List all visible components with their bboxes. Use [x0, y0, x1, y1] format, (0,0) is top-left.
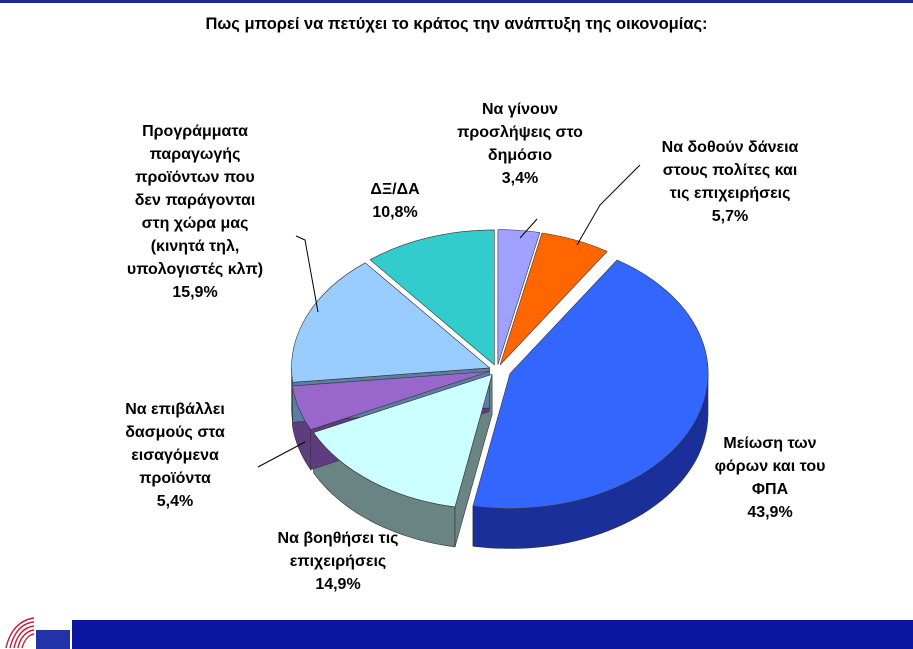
pie-slice	[313, 373, 493, 508]
leader-line	[519, 218, 538, 239]
slice-value-label: 5,7%	[711, 208, 749, 225]
slice-label: Μείωση των φόρων και του ΦΠΑ 43,9%	[690, 432, 850, 524]
slice-label-line: προσλήψεις στο	[457, 124, 583, 141]
slice-label-line: φόρων και του	[714, 458, 826, 475]
slice-value-label: 10,8%	[372, 204, 418, 221]
slice-label: Να επιβάλλει δασμούς στα εισαγόμενα προϊόντ…	[95, 398, 255, 513]
logo-icon	[5, 617, 70, 649]
slice-label-line: στους πολίτες και	[662, 162, 798, 179]
slice-label-line: υπολογιστές κλπ)	[126, 261, 264, 278]
pie-slice	[292, 371, 490, 431]
slice-label-line: ΦΠΑ	[751, 481, 789, 498]
leader-line	[576, 164, 641, 246]
slice-label-line: προϊόντα	[139, 470, 211, 487]
slice-label-line: προϊόντων που	[135, 169, 255, 186]
slice-label-line: Να βοηθήσει τις	[277, 530, 399, 547]
slice-label-line: εισαγόμενα	[131, 447, 219, 464]
leader-line	[295, 235, 319, 313]
slice-value-label: 15,9%	[172, 284, 218, 301]
slice-label-line: (κινητά τηλ,	[150, 238, 240, 255]
chart-title: Πως μπορεί να πετύχει το κράτος την ανάπ…	[205, 15, 708, 33]
slice-label-line: ΔΞ/ΔΑ	[370, 181, 420, 198]
slice-label-line: Να επιβάλλει	[125, 401, 225, 418]
slice-value-label: 5,4%	[156, 493, 194, 510]
slice-label: Να βοηθήσει τις επιχειρήσεις 14,9%	[258, 527, 418, 596]
slice-label-line: Προγράμματα	[142, 123, 248, 140]
slice-label: Να γίνουν προσλήψεις στο δημόσιο 3,4%	[440, 98, 600, 190]
slice-label-line: επιχειρήσεις	[289, 553, 387, 570]
slice-label-line: δασμούς στα	[125, 424, 225, 441]
slice-label: Προγράμματα παραγωγής προϊόντων που δεν παρ…	[95, 120, 295, 304]
slice-label-line: Να γίνουν	[481, 101, 559, 118]
slice-value-label: 3,4%	[501, 170, 539, 187]
slice-label: Να δοθούν δάνεια στους πολίτες και τις επι…	[630, 136, 830, 228]
slice-value-label: 14,9%	[315, 576, 361, 593]
slice-label-line: στη χώρα μας	[141, 215, 249, 232]
footer-bar	[72, 620, 913, 649]
slice-label-line: δεν παράγονται	[134, 192, 256, 209]
slice-label-line: παραγωγής	[149, 146, 241, 163]
pie-slice	[499, 232, 608, 366]
slice-label: ΔΞ/ΔΑ 10,8%	[335, 178, 455, 224]
pie-slice	[369, 229, 495, 366]
pie-slice	[291, 262, 491, 383]
slice-value-label: 43,9%	[747, 504, 793, 521]
slice-label-line: δημόσιο	[487, 147, 553, 164]
leader-line	[257, 441, 306, 468]
slice-label-line: τις επιχειρήσεις	[669, 185, 791, 202]
slice-label-line: Να δοθούν δάνεια	[661, 139, 799, 156]
pie-slice	[472, 259, 709, 509]
pie-slice	[497, 229, 541, 365]
slice-label-line: Μείωση των	[723, 435, 817, 452]
top-rule	[0, 0, 913, 3]
